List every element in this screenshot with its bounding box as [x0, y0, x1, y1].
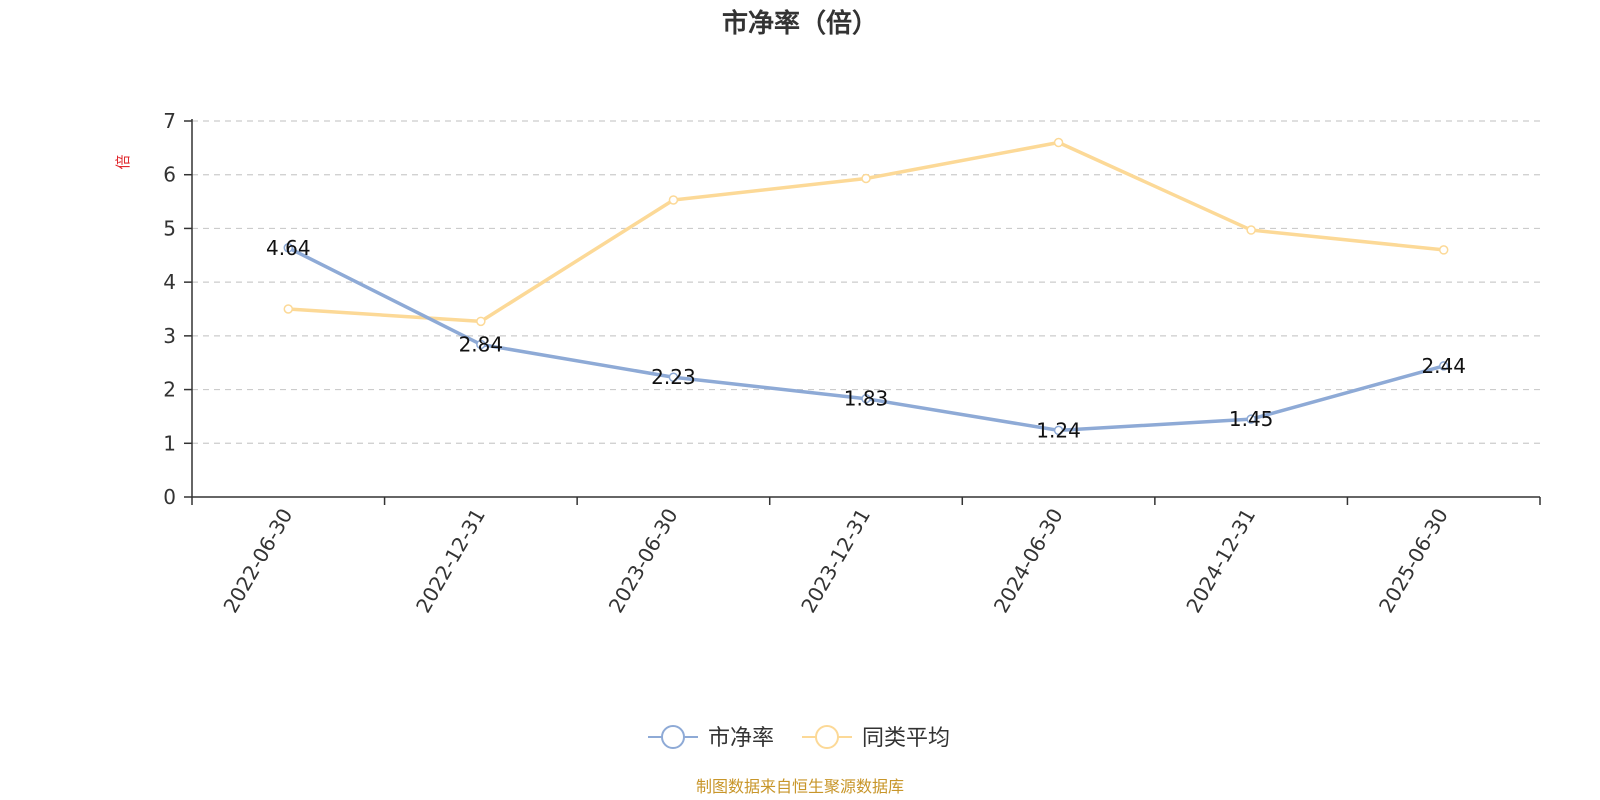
legend-marker: [661, 725, 685, 749]
chart-title: 市净率（倍）: [722, 8, 878, 39]
y-axis-unit: 倍: [114, 154, 132, 169]
x-tick-label: 2022-12-31: [411, 504, 490, 617]
source-note: 制图数据来自恒生聚源数据库: [696, 777, 904, 796]
x-tick-label: 2023-06-30: [604, 504, 683, 617]
data-point[interactable]: [1246, 414, 1256, 424]
y-tick-label: 5: [163, 216, 176, 240]
x-tick-label: 2023-12-31: [796, 504, 875, 617]
series: [283, 137, 1449, 436]
legend[interactable]: 市净率 同类平均: [648, 725, 950, 751]
data-label: 2.44: [1421, 354, 1466, 378]
data-label: 1.24: [1036, 418, 1081, 442]
data-point[interactable]: [1053, 137, 1064, 148]
data-point[interactable]: [283, 243, 294, 253]
series-line-1: [288, 140, 1444, 324]
legend-item-1[interactable]: 同类平均: [802, 725, 950, 751]
data-point[interactable]: [1438, 245, 1449, 255]
data-label: 4.64: [266, 236, 311, 260]
y-tick-label: 3: [163, 324, 176, 348]
legend-label: 同类平均: [862, 726, 950, 751]
data-point[interactable]: [283, 304, 294, 314]
data-labels: 4.64 2.84 2.23 1.83 1.24 1.45 2.44: [266, 236, 1466, 443]
data-point[interactable]: [668, 195, 679, 205]
y-tick-label: 2: [163, 378, 176, 402]
data-label: 2.23: [651, 365, 696, 389]
data-point[interactable]: [1246, 225, 1256, 235]
legend-item-0[interactable]: 市净率: [648, 725, 774, 751]
legend-label: 市净率: [708, 726, 774, 751]
data-label: 1.45: [1229, 407, 1274, 431]
y-tick-label: 7: [163, 109, 176, 133]
data-point[interactable]: [1053, 425, 1064, 436]
y-tick-label: 1: [163, 431, 176, 455]
x-tick-label: 2022-06-30: [218, 504, 297, 617]
data-point[interactable]: [861, 393, 871, 404]
data-label: 1.83: [844, 387, 889, 411]
x-tick-label: 2024-12-31: [1181, 504, 1260, 617]
data-point[interactable]: [861, 173, 871, 184]
axes: 0 1 2 3 4 5 6 7 2022-06-30 2022-12-31 2023-06-30 20…: [163, 109, 1541, 617]
data-label: 2.84: [459, 332, 504, 356]
x-tick-label: 2025-06-30: [1374, 504, 1453, 617]
x-tick-label: 2024-06-30: [989, 504, 1068, 617]
data-point[interactable]: [668, 372, 679, 382]
legend-marker: [815, 725, 839, 749]
data-point[interactable]: [476, 316, 486, 327]
y-tick-label: 4: [163, 270, 176, 294]
data-point[interactable]: [476, 339, 486, 350]
y-tick-label: 0: [163, 485, 176, 509]
y-tick-label: 6: [163, 163, 176, 187]
data-point[interactable]: [1438, 361, 1449, 371]
